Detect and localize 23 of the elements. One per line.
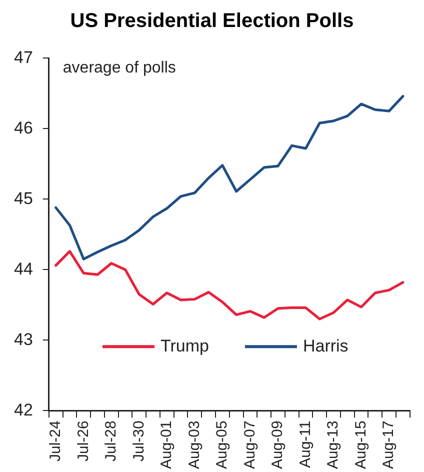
x-tick-label: Aug-09 <box>269 420 286 470</box>
x-tick-label: Jul-30 <box>130 420 148 462</box>
x-tick-label: Aug-17 <box>380 420 398 470</box>
y-tick-label: 43 <box>14 330 33 349</box>
annotation: average of polls <box>62 60 176 77</box>
x-tick-label: Aug-05 <box>214 420 231 470</box>
y-tick-label: 45 <box>14 188 33 208</box>
x-tick-label: Aug-11 <box>296 420 314 468</box>
x-tick-label: Aug-13 <box>324 420 342 470</box>
x-tick-label: Aug-07 <box>241 420 258 470</box>
y-tick-label: 42 <box>14 400 33 420</box>
y-tick-label: 47 <box>14 48 33 67</box>
legend-label: Harris <box>302 336 348 356</box>
x-tick-label: Aug-01 <box>158 420 176 470</box>
y-tick-label: 44 <box>14 259 33 278</box>
x-tick-label: Aug-03 <box>186 420 203 470</box>
x-tick-label: Jul-28 <box>102 420 120 462</box>
y-tick-label: 46 <box>14 118 33 138</box>
x-tick-label: Jul-26 <box>74 420 92 462</box>
chart-title: US Presidential Election Polls <box>69 9 355 34</box>
x-tick-label: Jul-24 <box>46 420 64 462</box>
x-tick-label: Aug-15 <box>352 420 370 470</box>
legend-label: Trump <box>160 336 209 356</box>
